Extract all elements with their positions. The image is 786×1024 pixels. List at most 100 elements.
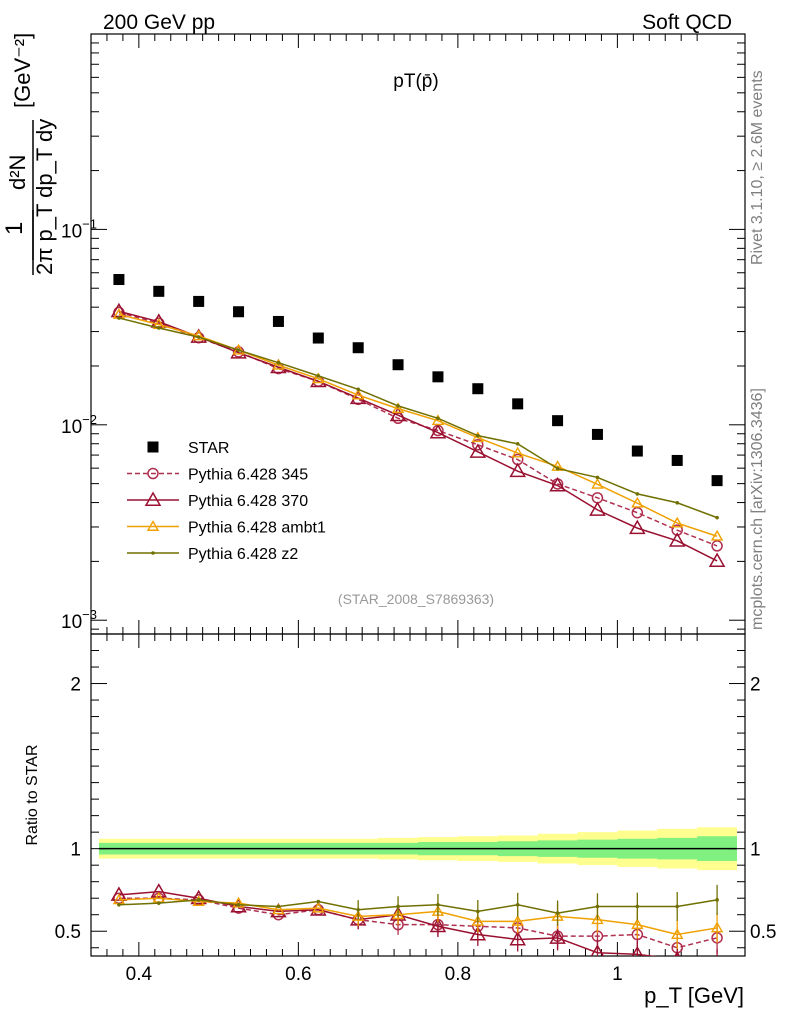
legend-label-p345: Pythia 6.428 345 [188, 467, 308, 484]
legend-marker-ambt1 [146, 520, 160, 531]
ratio-point-p370 [549, 929, 566, 944]
source-label: mcplots.cern.ch [arXiv:1306.3436] [749, 388, 766, 630]
main-y-label: 1 2π p_T dp_T dy d²N [GeV⁻²] [1, 33, 57, 275]
point-star [671, 454, 683, 466]
point-star [272, 315, 284, 327]
ylabel-pre: 1 [1, 222, 28, 235]
legend-label-p370: Pythia 6.428 370 [188, 493, 308, 510]
point-z2 [356, 387, 360, 392]
ratio-point-p370 [590, 944, 605, 956]
series-line-z2 [118, 317, 718, 519]
point-ambt1 [471, 431, 485, 443]
y-tick-label: 10−1 [61, 216, 97, 242]
point-z2 [715, 515, 719, 520]
y-tick-label-right: 0.5 [750, 922, 776, 943]
ratio-point-ambt1 [232, 896, 245, 908]
point-ambt1 [591, 477, 604, 489]
point-p370 [509, 462, 526, 478]
x-tick-label: 0.4 [126, 964, 153, 985]
point-star [591, 428, 603, 440]
point-p370 [708, 552, 726, 567]
ratio-plot: 0.5 0.5 1 1 2 2 0.4 0.6 0.8 1 Ratio to STAR [24, 633, 776, 985]
ratio-frame [90, 633, 746, 957]
ratio-point-ambt1 [351, 909, 365, 921]
point-star [512, 398, 524, 410]
ratio-point-z2 [436, 903, 440, 907]
ratio-point-p370 [110, 886, 128, 901]
y-tick-label: 2 [70, 675, 81, 696]
point-star [193, 295, 205, 307]
point-ambt1 [192, 329, 205, 341]
point-p345 [711, 540, 723, 552]
point-p370 [668, 532, 686, 547]
ratio-point-z2 [595, 904, 600, 909]
x-tick-label: 0.8 [445, 964, 471, 985]
legend-marker-p345 [147, 467, 159, 480]
ratio-point-ambt1 [631, 918, 644, 930]
y-tick-label-right: 1 [750, 840, 761, 861]
point-z2 [316, 374, 321, 378]
ratio-point-z2 [156, 901, 161, 905]
point-z2 [635, 492, 640, 496]
ratio-point-p370 [509, 930, 526, 946]
point-star [631, 445, 643, 457]
point-z2 [555, 466, 560, 471]
x-axis-label: p_T [GeV] [644, 983, 744, 1008]
point-z2 [595, 475, 600, 480]
legend-label-ambt1: Pythia 6.428 ambt1 [188, 520, 326, 537]
ratio-point-z2 [555, 911, 560, 915]
point-p370 [429, 424, 447, 439]
ratio-point-ambt1 [511, 914, 524, 926]
main-x-ticks [90, 34, 698, 634]
ratio-point-p370 [190, 889, 207, 905]
ratio-line-ambt1 [118, 897, 718, 936]
ratio-point-p370 [716, 955, 718, 956]
point-z2 [675, 500, 680, 505]
point-ambt1 [631, 496, 644, 508]
ylabel-numerator: d²N [5, 155, 30, 190]
y-tick-label-right: 2 [750, 675, 761, 696]
ratio-point-z2 [515, 903, 520, 907]
legend-marker-star [147, 441, 159, 453]
ratio-x-ticks: 0.4 0.6 0.8 1 [90, 634, 698, 985]
ratio-point-p370 [429, 917, 447, 933]
legend-label-star: STAR [188, 440, 229, 457]
legend: STAR Pythia 6.428 345 Pythia 6.428 370 Pyth… [127, 440, 326, 563]
point-z2 [396, 404, 400, 408]
ratio-point-z2 [715, 898, 719, 902]
rivet-version: Rivet 3.1.10, ≥ 2.6M events [749, 70, 766, 265]
point-z2 [117, 316, 121, 320]
ratio-point-z2 [675, 904, 680, 909]
analysis-tag: (STAR_2008_S7869363) [338, 591, 494, 607]
point-p345 [472, 439, 484, 451]
ratio-point-ambt1 [391, 908, 405, 920]
main-y-ticks: 10−110−210−3 [61, 33, 745, 633]
series-line-p345 [118, 311, 718, 547]
header-right: Soft QCD [642, 11, 732, 34]
ratio-point-ambt1 [710, 921, 724, 933]
y-tick-label: 1 [70, 840, 81, 861]
point-z2 [236, 348, 241, 352]
ylabel-unit: [GeV⁻²] [10, 33, 35, 108]
point-star [233, 306, 245, 318]
ratio-point-p370 [150, 883, 168, 898]
ratio-point-z2 [276, 904, 281, 909]
point-p370 [469, 443, 487, 458]
ratio-point-z2 [356, 907, 360, 912]
point-ambt1 [671, 516, 684, 528]
ratio-point-ambt1 [471, 914, 485, 926]
ratio-point-ambt1 [591, 913, 604, 925]
point-p370 [549, 477, 566, 492]
ratio-series [110, 883, 724, 956]
ratio-point-z2 [396, 904, 400, 909]
point-z2 [156, 326, 161, 330]
ratio-point-p370 [469, 926, 487, 941]
point-z2 [515, 442, 520, 446]
ratio-point-ambt1 [312, 901, 325, 913]
point-p370 [389, 406, 407, 422]
point-p370 [589, 501, 606, 516]
point-star [552, 415, 564, 427]
ratio-uncertainty-band [98, 827, 738, 871]
point-star [432, 371, 444, 383]
ratio-line-z2 [118, 899, 718, 914]
